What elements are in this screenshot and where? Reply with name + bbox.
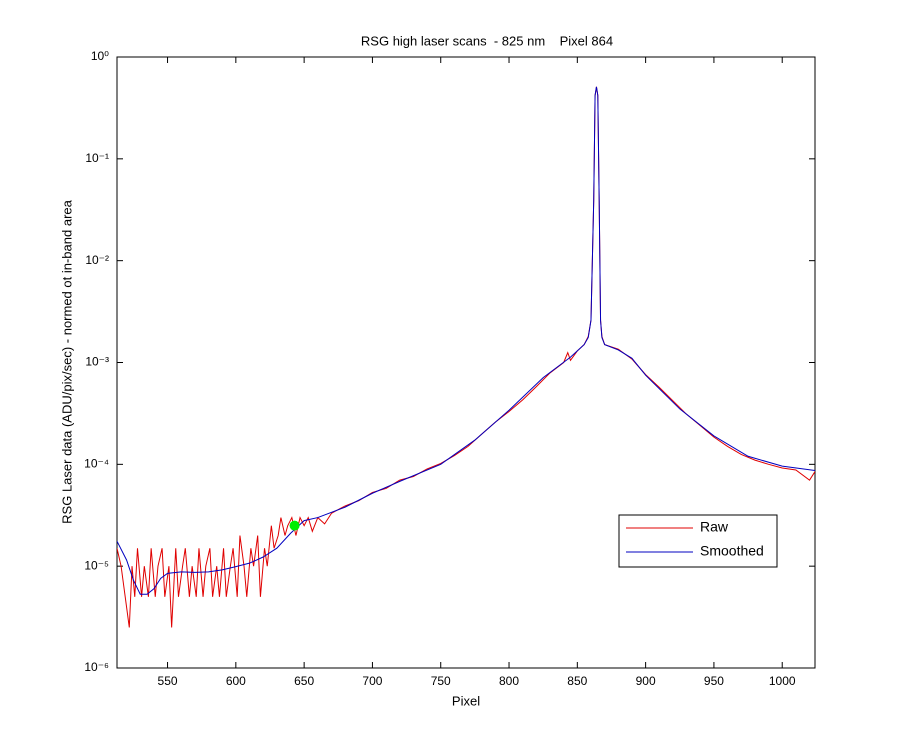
marker-point xyxy=(289,520,300,531)
legend-label: Smoothed xyxy=(700,543,764,559)
y-tick-label: 10⁻⁵ xyxy=(84,558,109,572)
y-tick-label: 10⁻⁴ xyxy=(84,457,109,471)
series-line xyxy=(117,86,815,595)
x-tick-label: 850 xyxy=(567,674,587,688)
y-axis-label: RSG Laser data (ADU/pix/sec) - normed ot… xyxy=(59,199,74,523)
y-tick-label: 10⁰ xyxy=(91,49,109,63)
legend-label: Raw xyxy=(700,519,729,535)
x-tick-label: 600 xyxy=(226,674,246,688)
x-tick-label: 550 xyxy=(158,674,178,688)
y-tick-label: 10⁻³ xyxy=(85,355,109,369)
plot-frame xyxy=(116,56,816,669)
x-tick-label: 750 xyxy=(431,674,451,688)
x-tick-label: 1000 xyxy=(769,674,796,688)
x-tick-label: 800 xyxy=(499,674,519,688)
legend-box xyxy=(618,514,778,568)
x-tick-label: 700 xyxy=(362,674,382,688)
y-tick-label: 10⁻⁶ xyxy=(84,660,109,674)
chart-title: RSG high laser scans - 825 nm Pixel 864 xyxy=(361,33,613,48)
x-tick-label: 900 xyxy=(636,674,656,688)
x-tick-label: 650 xyxy=(294,674,314,688)
y-tick-label: 10⁻² xyxy=(85,253,109,267)
x-axis-label: Pixel xyxy=(452,693,480,708)
y-tick-label: 10⁻¹ xyxy=(85,151,109,165)
x-tick-label: 950 xyxy=(704,674,724,688)
